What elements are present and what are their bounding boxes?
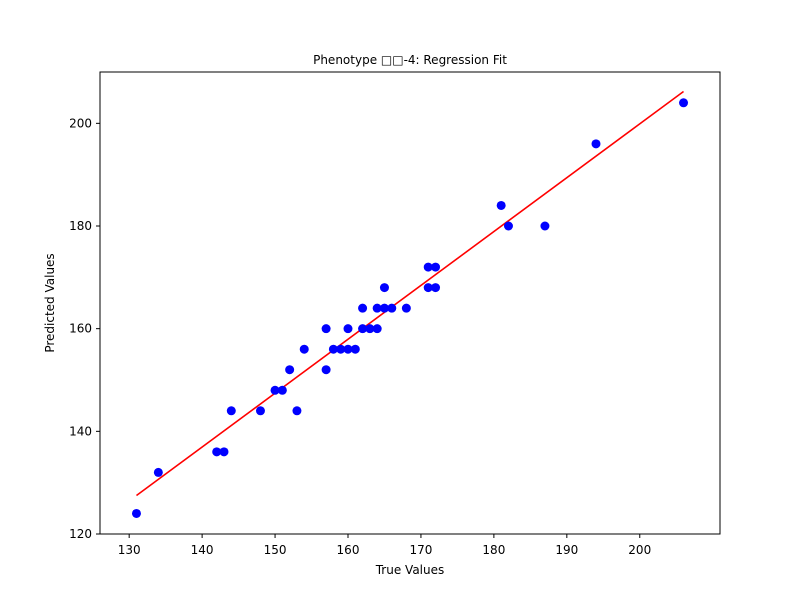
data-point (540, 221, 550, 231)
data-point (277, 385, 287, 395)
data-point (679, 98, 689, 108)
data-point (270, 385, 280, 395)
data-point (379, 283, 389, 293)
x-tick-label: 130 (118, 543, 141, 557)
y-tick-label: 200 (69, 116, 92, 130)
data-point (365, 324, 375, 334)
x-tick-label: 170 (409, 543, 432, 557)
data-point (401, 303, 411, 313)
regression-fit-line (135, 90, 685, 497)
data-point (358, 324, 368, 334)
data-point (350, 344, 360, 354)
data-point (387, 303, 397, 313)
x-tick-label: 190 (555, 543, 578, 557)
data-point (591, 139, 601, 149)
x-tick-label: 200 (628, 543, 651, 557)
data-point (431, 262, 441, 272)
y-tick-label: 180 (69, 219, 92, 233)
x-tick-label: 160 (337, 543, 360, 557)
data-point (285, 365, 295, 375)
data-point (372, 303, 382, 313)
y-axis: 120 140 160 180 200 (69, 116, 100, 541)
data-point (292, 406, 302, 416)
data-point (153, 467, 163, 477)
data-point (503, 221, 513, 231)
x-tick-label: 140 (191, 543, 214, 557)
data-point (343, 324, 353, 334)
data-point (212, 447, 222, 457)
data-point (321, 365, 331, 375)
plot-marks (131, 90, 689, 518)
x-tick-label: 150 (264, 543, 287, 557)
x-tick-label: 180 (482, 543, 505, 557)
plot-frame (99, 71, 721, 535)
data-point (372, 324, 382, 334)
data-point (379, 303, 389, 313)
x-axis-label: True Values (375, 563, 445, 577)
data-point (219, 447, 229, 457)
data-point (496, 200, 506, 210)
data-point (131, 508, 141, 518)
data-point (321, 324, 331, 334)
data-point (423, 283, 433, 293)
chart-title: Phenotype □□-4: Regression Fit (313, 53, 507, 67)
y-tick-label: 120 (69, 527, 92, 541)
y-tick-label: 160 (69, 322, 92, 336)
data-point (299, 344, 309, 354)
data-point (358, 303, 368, 313)
data-point (423, 262, 433, 272)
data-point (328, 344, 338, 354)
data-point (255, 406, 265, 416)
x-axis: 130 140 150 160 170 180 190 200 (118, 534, 651, 557)
data-point (343, 344, 353, 354)
data-point (336, 344, 346, 354)
y-axis-label: Predicted Values (43, 253, 57, 352)
data-point (226, 406, 236, 416)
data-point (431, 283, 441, 293)
y-tick-label: 140 (69, 424, 92, 438)
